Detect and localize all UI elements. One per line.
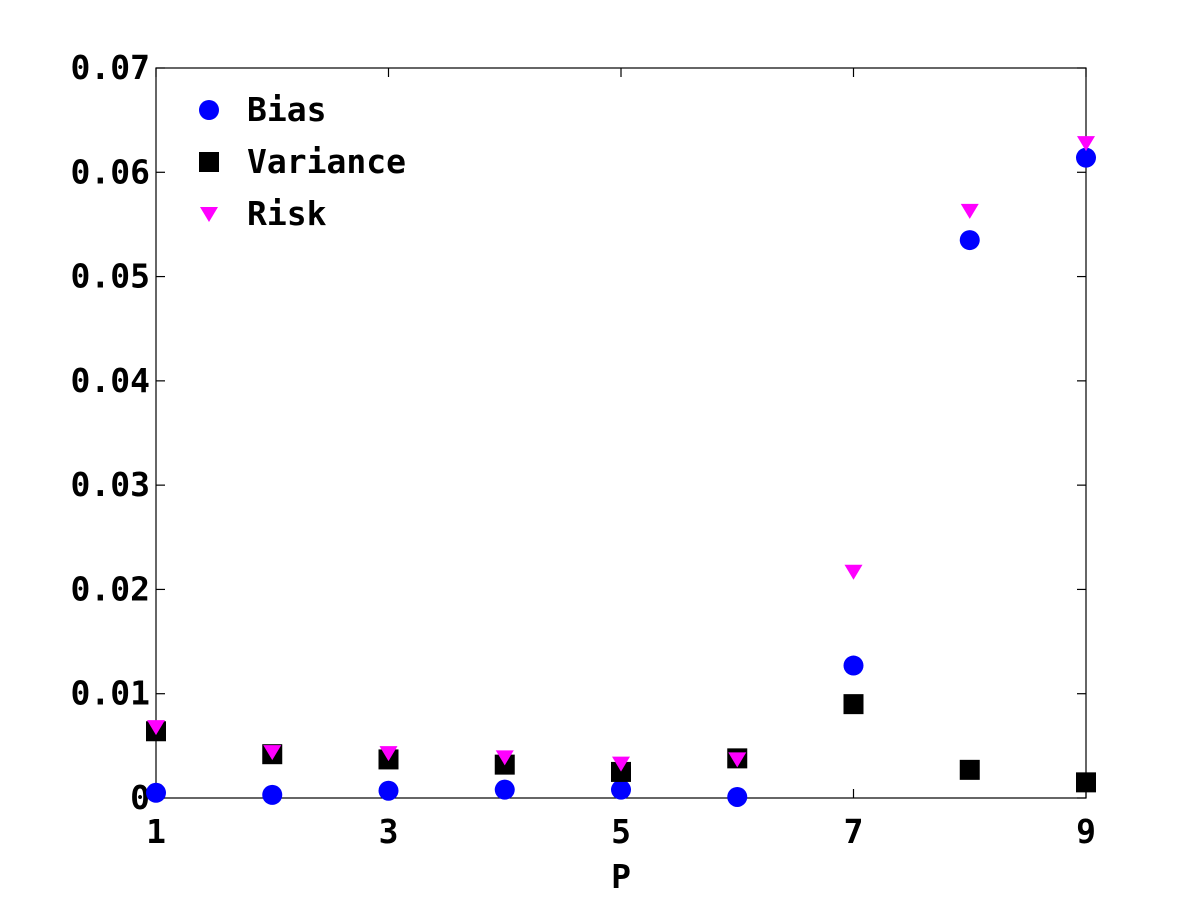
risk-point xyxy=(728,752,747,768)
legend-label-variance: Variance xyxy=(247,142,406,181)
y-tick-label: 0.01 xyxy=(71,674,150,713)
risk-point xyxy=(147,720,165,736)
variance-point xyxy=(611,761,631,782)
risk-point xyxy=(263,745,282,761)
bias-point xyxy=(378,780,399,801)
y-axis: 0 0.01 0.02 0.03 0.04 0.05 0.06 0.07 xyxy=(71,48,1086,817)
x-axis: 1 3 5 7 9 xyxy=(146,68,1096,851)
y-tick-label: 0.06 xyxy=(71,152,150,191)
legend-marker-risk xyxy=(200,207,218,222)
legend-marker-bias xyxy=(199,100,219,120)
y-tick-label: 0 xyxy=(130,778,150,817)
x-tick-label: 3 xyxy=(379,812,399,851)
legend: Bias Variance Risk xyxy=(199,90,406,233)
x-tick-label: 7 xyxy=(844,812,864,851)
bias-point xyxy=(959,230,980,251)
data-points xyxy=(146,136,1096,807)
variance-point xyxy=(843,694,864,715)
variance-point xyxy=(959,759,980,780)
plot-frame xyxy=(155,67,1087,799)
legend-label-risk: Risk xyxy=(247,194,327,233)
x-tick-label: 9 xyxy=(1076,812,1096,851)
bias-point xyxy=(146,782,166,803)
y-tick-label: 0.07 xyxy=(71,48,150,87)
risk-point xyxy=(612,756,630,772)
y-tick-label: 0.03 xyxy=(71,465,150,504)
bias-point xyxy=(1076,147,1096,168)
bias-point xyxy=(611,779,631,800)
y-tick-label: 0.02 xyxy=(71,569,150,608)
legend-label-bias: Bias xyxy=(247,90,326,129)
y-tick-label: 0.05 xyxy=(71,257,150,296)
risk-point xyxy=(960,203,979,219)
risk-point xyxy=(495,750,514,766)
risk-point xyxy=(844,564,863,580)
y-tick-label: 0.04 xyxy=(71,361,150,400)
bias-point xyxy=(262,784,283,805)
legend-marker-variance xyxy=(199,152,219,172)
x-axis-label: P xyxy=(611,857,631,896)
variance-point xyxy=(1076,772,1096,793)
bias-point xyxy=(843,655,864,676)
bias-point xyxy=(727,786,748,807)
risk-point xyxy=(1077,136,1095,152)
x-tick-label: 5 xyxy=(611,812,631,851)
risk-point xyxy=(379,746,398,762)
x-tick-label: 1 xyxy=(146,812,166,851)
bias-point xyxy=(494,779,515,800)
